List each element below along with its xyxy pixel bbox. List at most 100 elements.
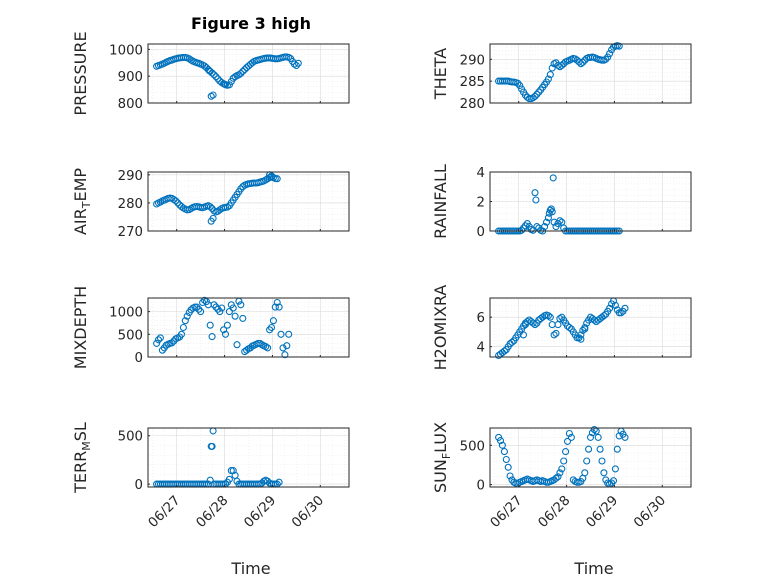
y-axis-label: THETA	[431, 48, 450, 100]
data-point	[617, 309, 625, 317]
data-point	[586, 433, 595, 441]
subplot-7: 0 500 06/27 06/28 06/29 06/30 TERRMSL	[71, 422, 350, 531]
axes-border	[489, 297, 692, 358]
data-point	[206, 203, 214, 211]
data-point	[239, 314, 247, 322]
data-point	[225, 475, 233, 483]
data-point	[239, 183, 247, 191]
data-point	[552, 474, 560, 482]
data-point	[498, 441, 506, 449]
data-point	[267, 323, 276, 332]
y-tick-label: 280	[118, 197, 143, 212]
data-point	[531, 189, 539, 197]
y-tick-label: 0	[135, 478, 143, 493]
data-point	[544, 75, 552, 83]
data-point	[521, 222, 529, 230]
data-point	[542, 218, 551, 226]
y-tick-label: 900	[118, 70, 143, 85]
data-point	[615, 309, 623, 317]
data-point	[207, 92, 215, 100]
axes-border	[147, 171, 350, 232]
data-point	[532, 196, 540, 204]
y-tick-label: 0	[477, 479, 485, 494]
y-tick-label: 290	[118, 169, 143, 184]
data-point	[206, 476, 214, 484]
data-point	[210, 301, 218, 309]
y-axis-label: TERRMSL	[71, 422, 93, 494]
data-point	[285, 330, 293, 338]
data-point	[550, 331, 558, 339]
subplot-6: 4 6 H2OMIXRA	[431, 285, 692, 370]
axes-border	[489, 427, 692, 488]
data-point	[594, 433, 602, 441]
data-point	[552, 329, 560, 337]
data-point	[193, 303, 201, 311]
data-point	[563, 437, 572, 445]
data-point	[544, 214, 552, 222]
y-axis-label: SUNFLUX	[431, 422, 453, 493]
data-point	[212, 73, 220, 81]
data-point	[558, 61, 566, 69]
axes-frame	[147, 43, 350, 104]
y-tick-label: 0	[135, 351, 143, 366]
data-point	[209, 91, 217, 99]
x-tick-label: 06/27	[146, 493, 184, 531]
subplot-5: 0 500 1000 MIXDEPTH	[71, 286, 350, 369]
data-point	[237, 301, 245, 309]
data-point	[548, 208, 556, 216]
data-point	[290, 60, 298, 68]
data-point	[154, 336, 163, 344]
y-tick-label: 270	[118, 225, 143, 240]
subplot-grid: 800 900 1000 PRESSURE 280 285 290 THETA 270 280 29…	[71, 31, 692, 531]
data-point	[156, 334, 164, 342]
data-point	[547, 205, 555, 213]
data-point	[577, 331, 585, 339]
y-axis-label: AIRTEMP	[71, 168, 93, 235]
data-point	[216, 206, 224, 214]
data-point	[600, 312, 608, 320]
data-point	[292, 61, 300, 70]
data-point	[531, 92, 539, 100]
data-point	[544, 312, 552, 320]
data-point	[243, 346, 251, 354]
data-point	[579, 58, 587, 66]
data-point	[241, 65, 249, 74]
axes-frame	[489, 427, 692, 488]
data-point	[615, 42, 623, 50]
x-tick-label: 06/28	[194, 493, 232, 531]
data-point	[172, 197, 180, 205]
subplot-3: 270 280 290 AIRTEMP	[71, 168, 350, 240]
data-point	[554, 473, 562, 481]
x-tick-label: 06/30	[631, 493, 669, 531]
data-point	[210, 71, 218, 79]
data-point	[519, 331, 528, 339]
data-point	[577, 335, 585, 343]
data-point	[214, 75, 222, 83]
data-point	[500, 347, 508, 355]
data-point	[275, 478, 283, 486]
data-point	[558, 465, 566, 473]
y-axis-label: PRESSURE	[71, 31, 90, 115]
data-point	[577, 60, 585, 68]
data-point	[177, 330, 186, 338]
data-point	[229, 304, 237, 312]
data-point	[556, 469, 564, 477]
data-point	[208, 442, 216, 450]
y-tick-label: 4	[477, 166, 485, 181]
data-point	[200, 62, 209, 70]
data-point	[502, 455, 510, 464]
data-point	[546, 71, 554, 79]
data-point	[191, 303, 199, 311]
y-axis-label: RAINFALL	[431, 164, 450, 239]
data-point	[168, 339, 176, 347]
x-tick-label: 06/29	[584, 493, 622, 531]
data-point	[197, 308, 205, 316]
data-point	[262, 343, 270, 351]
subplot-2: 280 285 290 THETA	[431, 42, 692, 112]
data-point	[294, 59, 302, 67]
data-point	[521, 321, 529, 329]
data-point	[585, 445, 593, 453]
x-tick-label: 06/27	[488, 493, 526, 531]
data-point	[590, 426, 598, 434]
